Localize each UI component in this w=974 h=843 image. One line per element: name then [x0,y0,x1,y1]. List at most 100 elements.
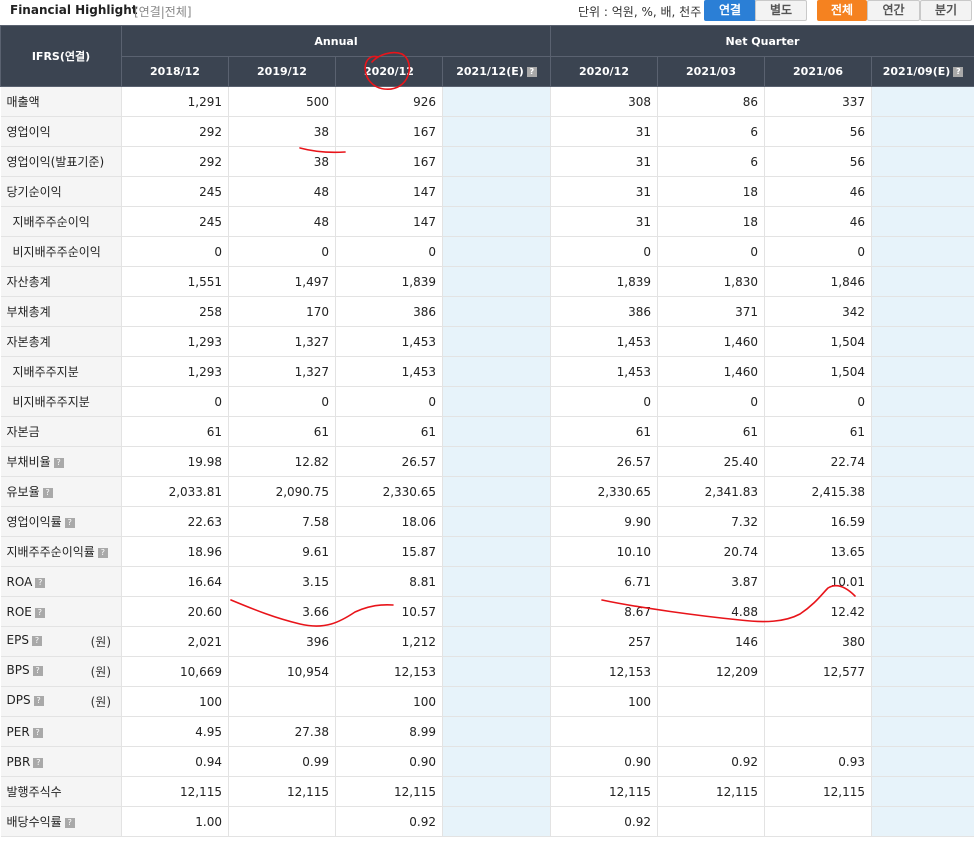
table-cell: 15.87 [335,536,443,567]
row-label-text: 유보율 [6,485,40,499]
table-cell: 147 [335,176,443,207]
table-cell: 12.82 [228,446,336,477]
help-icon[interactable]: ? [64,818,75,828]
table-cell: 1,504 [764,356,873,387]
annual-button[interactable]: 연간 [867,0,920,21]
table-cell: 380 [764,626,873,657]
table-cell: 12,115 [764,776,873,807]
table-cell: 0 [121,236,229,267]
table-cell [442,176,552,207]
row-label-text: ROA [6,574,33,589]
row-label: 자본금 [0,416,122,447]
help-icon[interactable]: ? [53,458,64,468]
table-cell: 31 [550,176,659,207]
column-header-2: 2020/12 [335,56,443,87]
table-cell: 12,115 [550,776,659,807]
table-cell: 48 [228,176,336,207]
table-cell [657,686,766,717]
table-cell: 46 [764,176,873,207]
ifrs-header: IFRS(연결) [0,25,122,87]
table-cell: 10.01 [764,566,873,597]
help-icon[interactable]: ? [526,67,537,77]
table-cell: 61 [228,416,336,447]
consolidated-button[interactable]: 연결 [704,0,756,21]
table-row: BPS? (원) 10,669 10,954 12,153 12,153 12,209 12,… [0,656,974,687]
row-label: 자산총계 [0,266,122,297]
row-label-text: ROE [6,604,32,619]
table-cell: 10.10 [550,536,659,567]
table-cell: 1,327 [228,356,336,387]
help-icon[interactable]: ? [32,666,43,676]
table-cell [442,446,552,477]
row-label: 배당수익률? [0,806,122,837]
help-icon[interactable]: ? [35,577,46,588]
table-cell [764,716,873,747]
table-cell: 12.42 [764,596,873,627]
table-cell [442,476,552,507]
table-cell [442,296,552,327]
help-icon[interactable]: ? [33,696,44,706]
column-header-0: 2018/12 [121,56,229,87]
table-row: 영업이익(발표기준) 292 38 167 31 6 56 [0,146,974,177]
table-cell: 0.92 [335,806,443,837]
help-icon[interactable]: ? [34,607,45,618]
table-cell: 12,209 [657,656,766,687]
row-label: 지배주주지분 [0,356,122,387]
row-label: 영업이익률? [0,506,122,537]
quarter-button[interactable]: 분기 [920,0,972,21]
help-icon[interactable]: ? [953,67,964,77]
help-icon[interactable]: ? [31,636,42,646]
row-label-text: 자본금 [6,425,40,439]
table-cell: 48 [228,206,336,237]
table-cell: 0 [764,236,873,267]
table-row: 영업이익 292 38 167 31 6 56 [0,116,974,147]
table-cell: 0 [228,386,336,417]
row-label: BPS? (원) [0,656,122,687]
help-icon[interactable]: ? [32,727,43,738]
table-cell: 38 [228,116,336,147]
table-cell: 4.88 [657,596,766,627]
help-icon[interactable]: ? [64,518,75,528]
table-cell: 257 [550,626,659,657]
quarter-group-header: Net Quarter [550,25,974,57]
table-cell: 0 [335,386,443,417]
table-row: 자본총계 1,293 1,327 1,453 1,453 1,460 1,504 [0,326,974,357]
table-row: 비지배주주순이익 0 0 0 0 0 0 [0,236,974,267]
separate-button[interactable]: 별도 [755,0,807,21]
table-cell [442,776,552,807]
help-icon[interactable]: ? [33,757,44,768]
table-cell: 1,551 [121,266,229,297]
table-cell [442,86,552,117]
table-cell: 147 [335,206,443,237]
subtitle: [연결|전체] [134,5,192,19]
table-cell: 27.38 [228,716,336,747]
table-cell [228,806,336,837]
table-cell [442,416,552,447]
table-cell: 1.00 [121,806,229,837]
table-cell: 7.32 [657,506,766,537]
table-cell: 1,830 [657,266,766,297]
help-icon[interactable]: ? [42,488,53,498]
table-cell: 6 [657,116,766,147]
row-label: 발행주식수 [0,776,122,807]
table-cell: 12,115 [657,776,766,807]
table-cell: 167 [335,116,443,147]
table-cell: 61 [764,416,873,447]
table-cell: 167 [335,146,443,177]
table-cell: 12,115 [335,776,443,807]
table-cell: 386 [335,296,443,327]
table-row: EPS? (원) 2,021 396 1,212 257 146 380 [0,626,974,657]
all-button[interactable]: 전체 [817,0,867,21]
table-cell: 3.87 [657,566,766,597]
table-row: 매출액 1,291 500 926 308 86 337 [0,86,974,117]
row-label: 영업이익(발표기준) [0,146,122,177]
table-row: 당기순이익 245 48 147 31 18 46 [0,176,974,207]
table-cell [871,566,974,597]
table-cell [871,356,974,387]
table-cell: 7.58 [228,506,336,537]
table-cell: 1,846 [764,266,873,297]
table-cell [871,686,974,717]
help-icon[interactable]: ? [97,548,108,558]
table-cell: 18.06 [335,506,443,537]
row-label: 비지배주주순이익 [0,236,122,267]
